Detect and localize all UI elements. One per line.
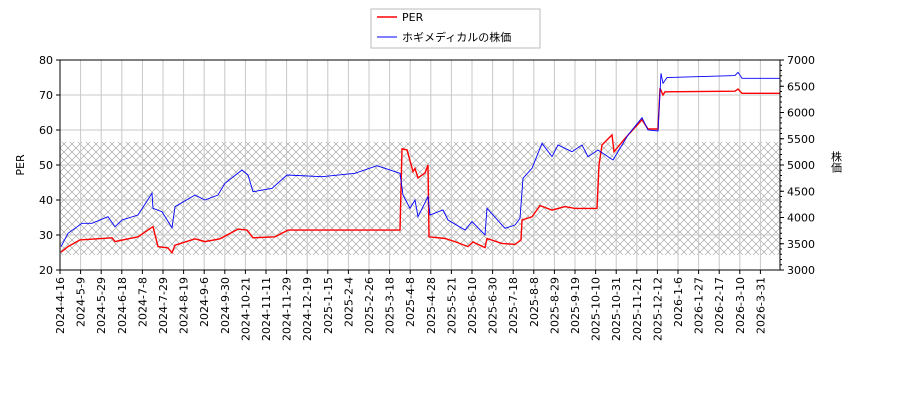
y2-tick-label: 4500 <box>787 185 815 198</box>
shaded-band <box>60 141 780 255</box>
y2-tick-label: 5500 <box>787 133 815 146</box>
y2-tick-label: 7000 <box>787 54 815 67</box>
y-tick-label: 40 <box>39 194 53 207</box>
x-tick-label: 2024-7-8 <box>136 277 149 327</box>
y2-tick-label: 5000 <box>787 159 815 172</box>
x-tick-label: 2025-11-21 <box>631 277 644 341</box>
y2-tick-label: 4000 <box>787 212 815 225</box>
x-tick-label: 2026-1-27 <box>693 277 706 334</box>
x-tick-label: 2024-5-29 <box>95 277 108 334</box>
x-tick-label: 2025-8-8 <box>528 277 541 327</box>
y-tick-label: 60 <box>39 124 53 137</box>
y2-tick-label: 3500 <box>787 238 815 251</box>
y-tick-label: 70 <box>39 89 53 102</box>
x-tick-label: 2025-12-12 <box>651 277 664 341</box>
per-line <box>60 88 780 255</box>
x-tick-label: 2026-3-10 <box>734 277 747 334</box>
x-tick-label: 2025-1-15 <box>322 277 335 334</box>
legend-per-label: PER <box>402 11 424 24</box>
y-axis-label: PER <box>14 154 27 176</box>
x-tick-label: 2024-7-29 <box>157 277 170 334</box>
x-tick-label: 2025-2-4 <box>342 277 355 327</box>
x-tick-label: 2024-11-11 <box>260 277 273 341</box>
x-tick-label: 2025-4-8 <box>404 277 417 327</box>
plot-frame <box>59 59 781 271</box>
x-tick-label: 2024-5-9 <box>75 277 88 327</box>
y2-axis-label: 株価 <box>830 150 843 173</box>
x-tick-label: 2025-4-28 <box>425 277 438 334</box>
x-tick-label: 2025-7-18 <box>507 277 520 334</box>
y2-tick-label: 3000 <box>787 264 815 277</box>
legend-price-label: ホギメディカルの株価 <box>402 30 511 44</box>
x-tick-label: 2025-2-26 <box>363 277 376 334</box>
x-tick-label: 2024-9-6 <box>198 277 211 327</box>
x-tick-label: 2025-5-21 <box>445 277 458 334</box>
y-tick-label: 50 <box>39 159 53 172</box>
y2-tick-label: 6500 <box>787 80 815 93</box>
x-tick-label: 2025-8-29 <box>548 277 561 334</box>
x-tick-label: 2025-3-18 <box>384 277 397 334</box>
x-tick-label: 2024-11-29 <box>281 277 294 341</box>
x-tick-label: 2025-6-10 <box>466 277 479 334</box>
legend: PER ホギメディカルの株価 <box>370 8 541 49</box>
x-tick-label: 2024-4-16 <box>54 277 67 334</box>
x-tick-label: 2026-2-17 <box>713 277 726 334</box>
y-tick-label: 20 <box>39 264 53 277</box>
x-tick-label: 2025-6-30 <box>487 277 500 334</box>
price-line <box>60 71 780 247</box>
x-tick-label: 2024-12-19 <box>301 277 314 341</box>
x-tick-label: 2025-10-31 <box>610 277 623 341</box>
y2-tick-label: 6000 <box>787 107 815 120</box>
y-tick-label: 30 <box>39 229 53 242</box>
x-tick-label: 2026-3-31 <box>754 277 767 334</box>
x-tick-label: 2024-9-30 <box>219 277 232 334</box>
x-tick-label: 2025-10-10 <box>590 277 603 341</box>
x-tick-label: 2025-9-19 <box>569 277 582 334</box>
x-tick-label: 2024-8-19 <box>178 277 191 334</box>
x-tick-label: 2026-1-6 <box>672 277 685 327</box>
x-tick-label: 2024-10-21 <box>239 277 252 341</box>
y-tick-label: 80 <box>39 54 53 67</box>
x-tick-label: 2024-6-18 <box>116 277 129 334</box>
